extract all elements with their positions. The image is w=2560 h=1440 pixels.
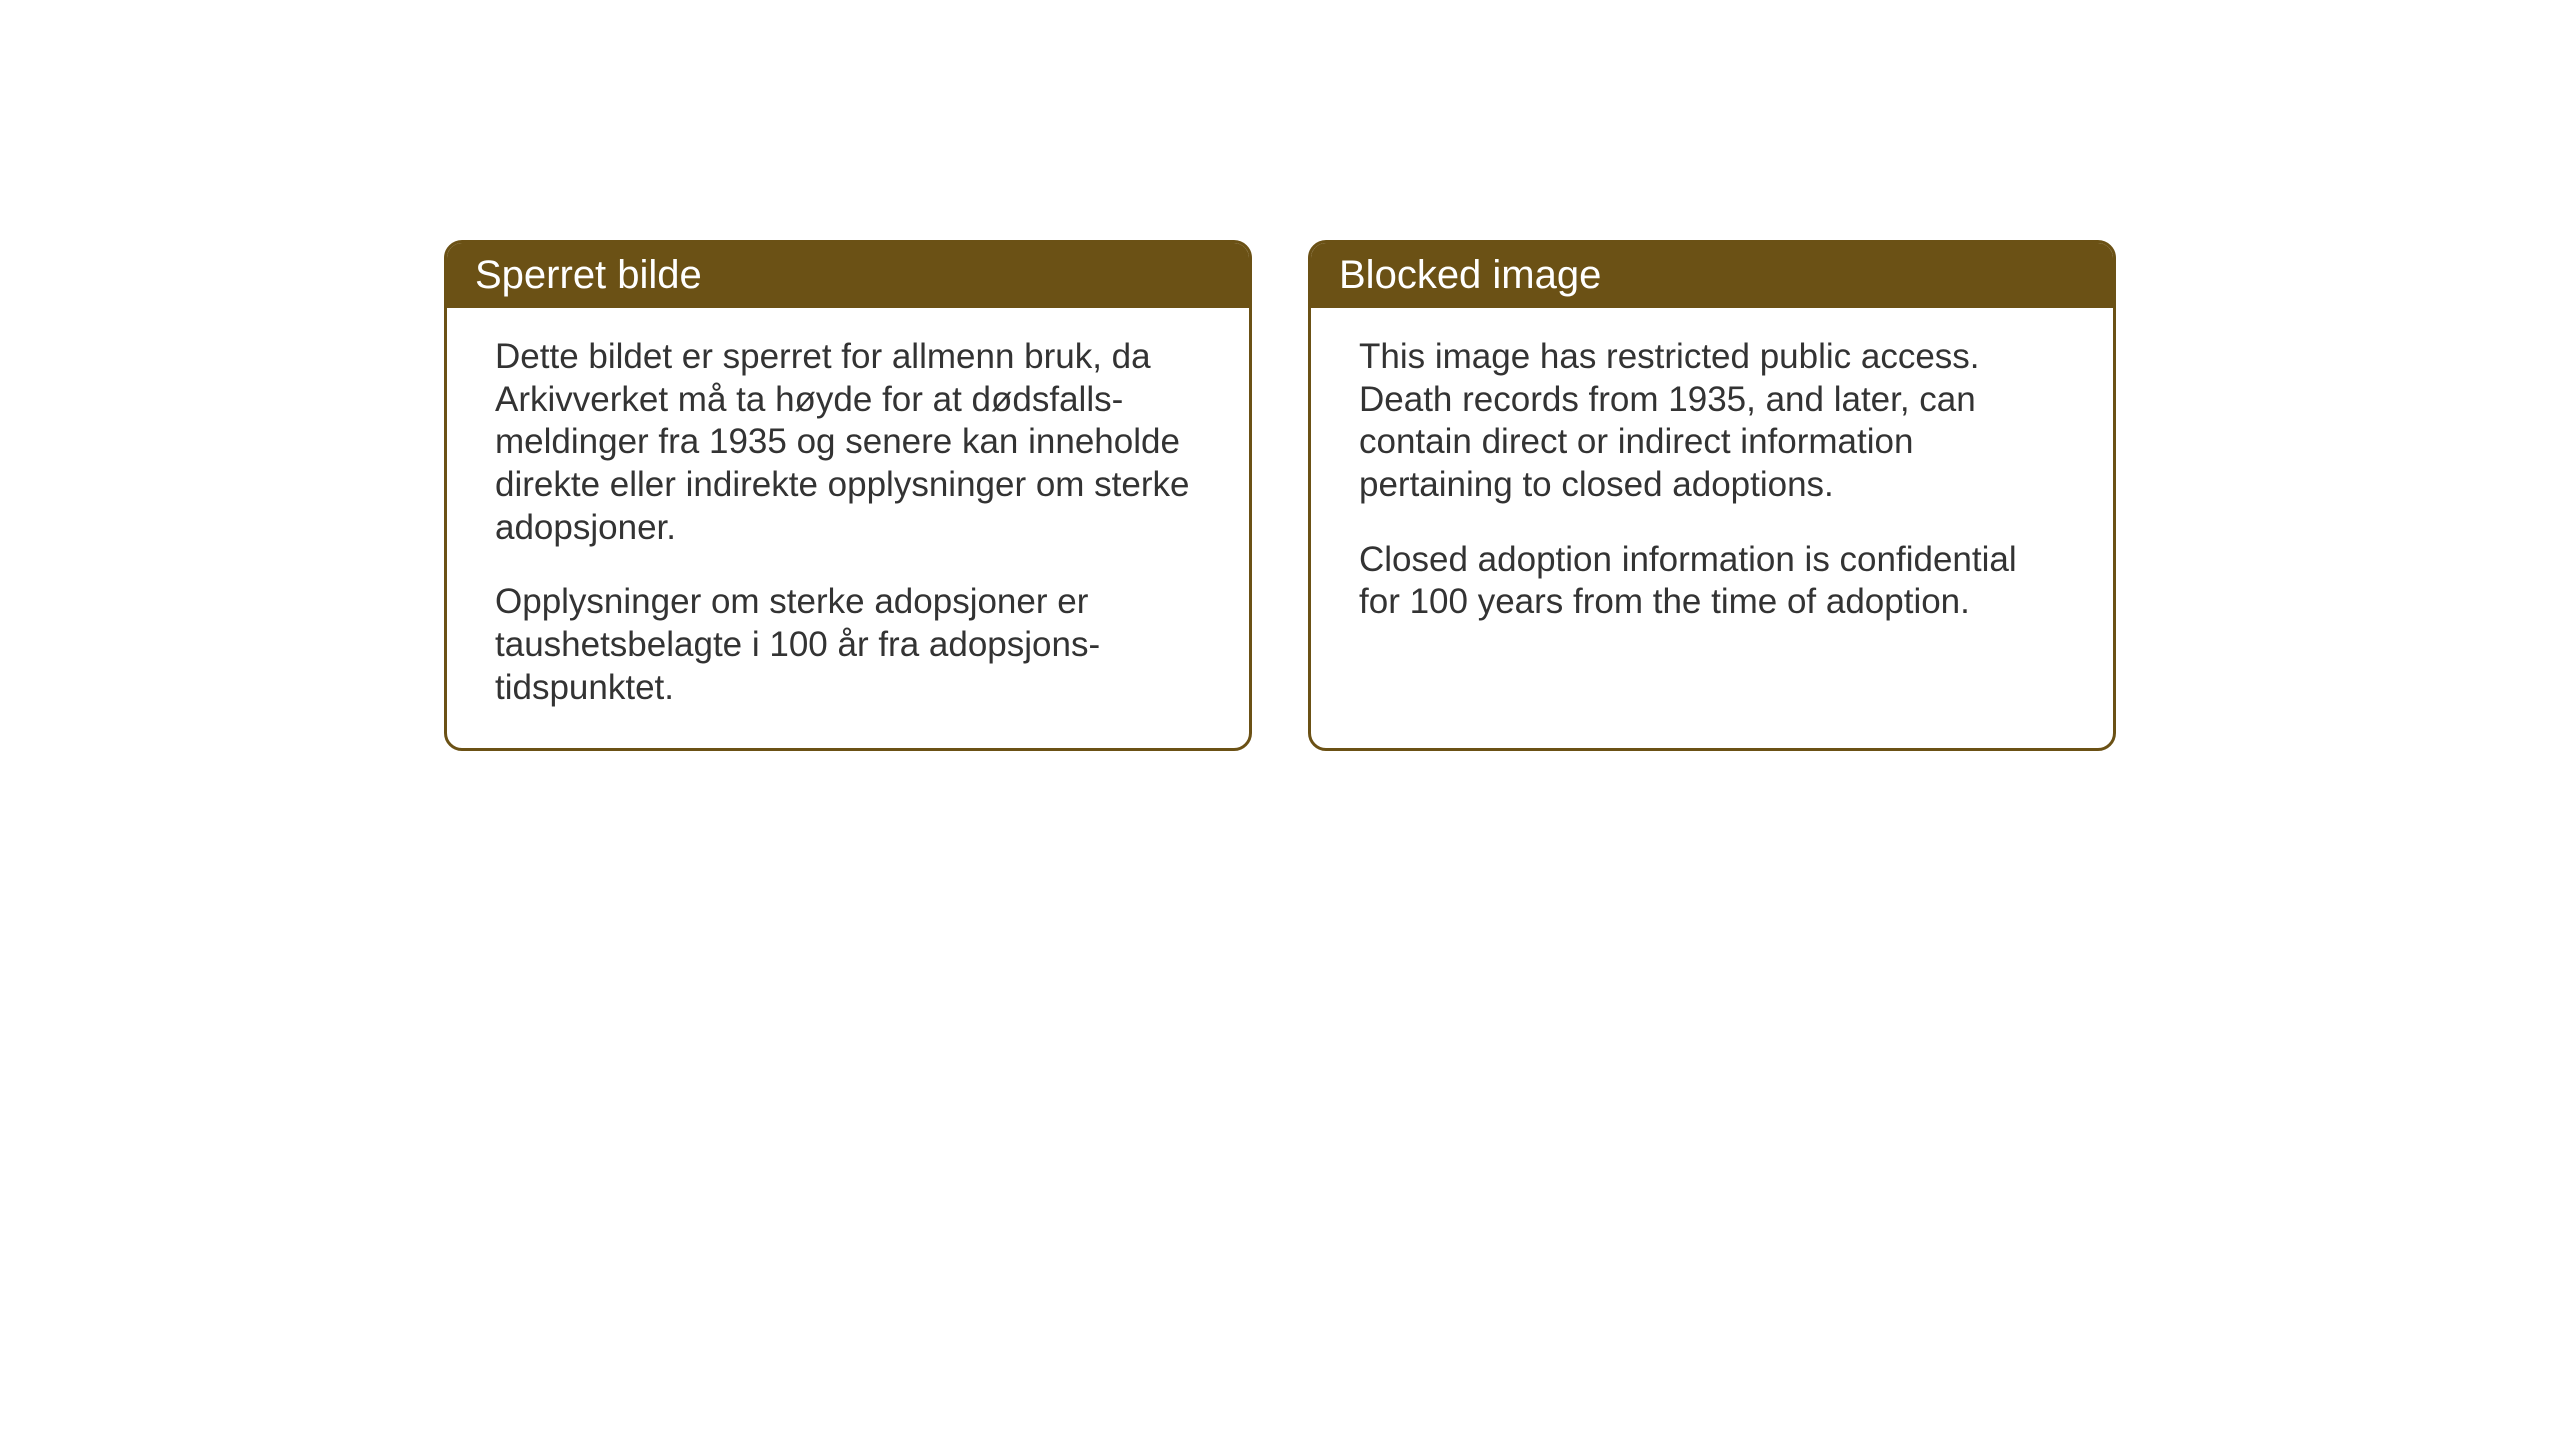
card-body-english: This image has restricted public access.… — [1311, 308, 2113, 748]
card-header-english: Blocked image — [1311, 243, 2113, 308]
card-paragraph-english-1: This image has restricted public access.… — [1359, 336, 2065, 507]
notice-card-norwegian: Sperret bilde Dette bildet er sperret fo… — [444, 240, 1252, 751]
card-title-norwegian: Sperret bilde — [475, 253, 702, 297]
card-title-english: Blocked image — [1339, 253, 1601, 297]
card-header-norwegian: Sperret bilde — [447, 243, 1249, 308]
card-body-norwegian: Dette bildet er sperret for allmenn bruk… — [447, 308, 1249, 748]
notice-card-english: Blocked image This image has restricted … — [1308, 240, 2116, 751]
card-paragraph-english-2: Closed adoption information is confident… — [1359, 539, 2065, 624]
notice-container: Sperret bilde Dette bildet er sperret fo… — [444, 240, 2116, 751]
card-paragraph-norwegian-1: Dette bildet er sperret for allmenn bruk… — [495, 336, 1201, 549]
card-paragraph-norwegian-2: Opplysninger om sterke adopsjoner er tau… — [495, 581, 1201, 709]
